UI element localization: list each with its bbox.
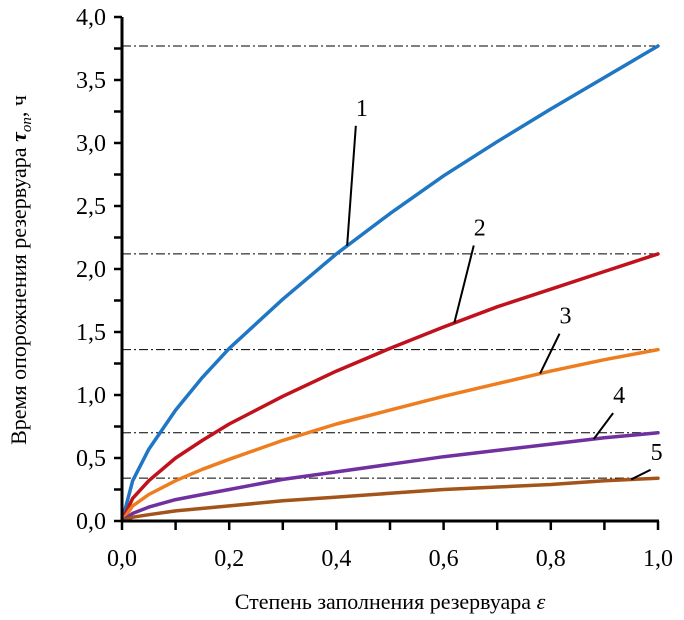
series-5-leader: [630, 468, 652, 481]
y-tick-label: 0,5: [76, 446, 106, 472]
y-tick-label: 3,5: [76, 68, 106, 94]
y-tick-label: 1,0: [76, 383, 106, 409]
x-tick-label: 1,0: [643, 546, 673, 572]
curve-labels: 1 2 3 4 5: [356, 96, 663, 466]
series-2-leader: [453, 245, 475, 324]
series-3-label: 3: [560, 304, 572, 330]
x-tick-label: 0,2: [214, 546, 244, 572]
series-1-line: [120, 44, 660, 523]
curves: [120, 44, 660, 523]
y-tick-label: 2,0: [76, 257, 106, 283]
y-tick-label: 0,0: [76, 509, 106, 535]
y-tick-label: 3,0: [76, 131, 106, 157]
series-3-line: [120, 347, 660, 523]
series-2-line: [120, 252, 660, 523]
x-tick-label: 0,6: [429, 546, 459, 572]
x-axis-title: Степень заполнения резервуара ε: [235, 589, 546, 614]
series-3-leader: [539, 333, 561, 375]
series-4-label: 4: [613, 383, 625, 409]
label-leaders: [346, 125, 652, 481]
ticks: 0,0 0,5 1,0 1,5 2,0 2,5 3,0 3,5 4,0 0,0 0,2 0,4 0,6 0…: [76, 5, 673, 572]
series-5-label: 5: [651, 440, 663, 466]
series-1-label: 1: [356, 96, 368, 122]
x-tick-label: 0,4: [321, 546, 351, 572]
series-2-label: 2: [474, 216, 486, 242]
y-tick-label: 1,5: [76, 320, 106, 346]
reference-lines: [122, 45, 658, 479]
x-tick-label: 0,0: [107, 546, 137, 572]
y-tick-label: 4,0: [76, 5, 106, 31]
y-axis-title: Время опорожнения резервуара τоп, ч: [6, 95, 35, 445]
series-5-line: [120, 476, 660, 523]
y-tick-label: 2,5: [76, 194, 106, 220]
series-1-leader: [346, 125, 357, 246]
x-tick-label: 0,8: [536, 546, 566, 572]
series-4-leader: [592, 412, 614, 440]
series-4-line: [120, 431, 660, 523]
